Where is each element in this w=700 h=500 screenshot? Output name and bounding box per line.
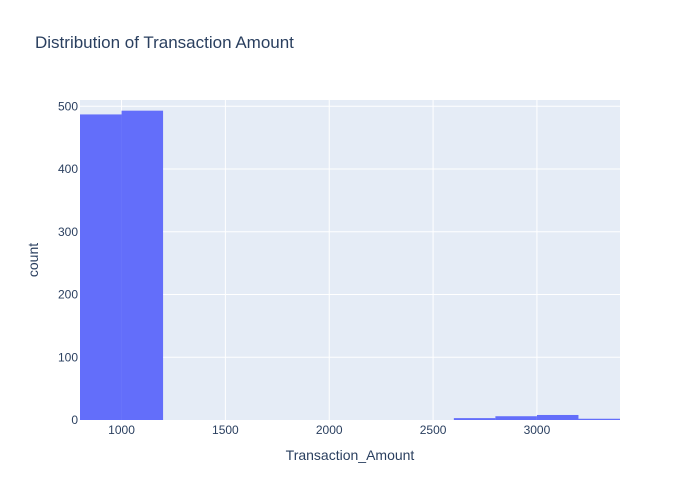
y-axis-ticks: 0 100 200 300 400 500 (58, 99, 78, 427)
histogram-bar (121, 110, 164, 421)
x-axis-ticks: 1000 1500 2000 2500 3000 (108, 423, 550, 437)
plot-background (80, 100, 620, 420)
x-tick-label: 1500 (212, 423, 239, 437)
x-tick-label: 1000 (108, 423, 135, 437)
histogram-bar (495, 416, 537, 420)
bars (80, 110, 620, 421)
histogram-bar (80, 114, 122, 421)
chart-title: Distribution of Transaction Amount (35, 33, 294, 52)
x-tick-label: 2500 (420, 423, 447, 437)
x-tick-label: 2000 (316, 423, 343, 437)
y-tick-label: 100 (58, 350, 78, 364)
histogram-bar (536, 414, 579, 420)
y-tick-label: 200 (58, 288, 78, 302)
y-tick-label: 300 (58, 225, 78, 239)
y-axis-title: count (25, 243, 41, 277)
x-axis-title: Transaction_Amount (286, 447, 415, 463)
histogram-bar (578, 418, 620, 420)
y-tick-label: 0 (71, 413, 78, 427)
x-tick-label: 3000 (524, 423, 551, 437)
histogram-bar (453, 418, 496, 420)
y-tick-label: 500 (58, 99, 78, 113)
y-tick-label: 400 (58, 162, 78, 176)
